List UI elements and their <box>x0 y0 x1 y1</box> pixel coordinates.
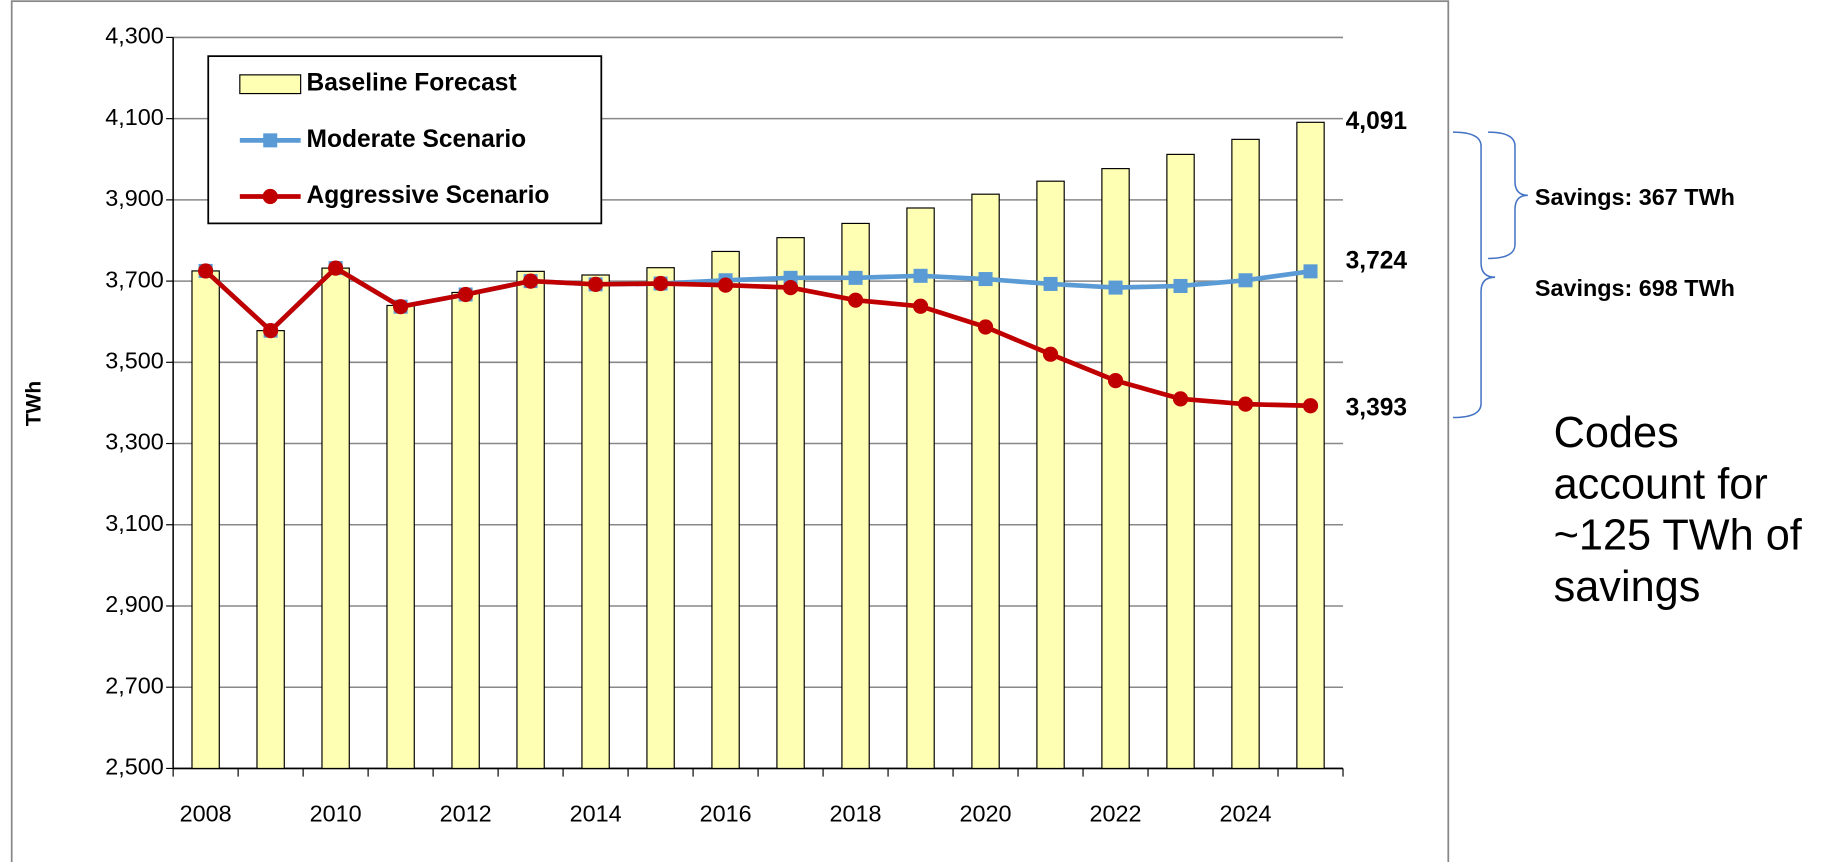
x-tick-label: 2022 <box>1090 800 1142 826</box>
marker <box>1108 280 1123 295</box>
legend-label: Aggressive Scenario <box>307 182 550 209</box>
bar <box>256 330 285 770</box>
x-tick-label: 2016 <box>700 800 752 826</box>
x-tick-label: 2010 <box>310 800 362 826</box>
bar <box>386 304 415 770</box>
marker <box>912 298 929 314</box>
bar <box>1296 121 1325 770</box>
bar <box>906 207 935 770</box>
value-label: 3,724 <box>1346 247 1408 274</box>
y-tick-label: 2,500 <box>105 754 164 780</box>
bar <box>1036 180 1065 770</box>
bar <box>1166 153 1195 770</box>
marker <box>198 263 214 279</box>
legend-marker <box>263 133 278 148</box>
marker <box>848 270 863 285</box>
marker <box>717 277 734 293</box>
annotation: Savings: 367 TWh <box>1535 184 1735 210</box>
x-tick-label: 2012 <box>440 800 492 826</box>
y-tick-label: 2,900 <box>105 591 164 617</box>
bar <box>1101 168 1130 770</box>
marker <box>1172 391 1189 407</box>
legend-marker <box>262 188 278 205</box>
x-tick-label: 2020 <box>960 800 1012 826</box>
y-tick-label: 4,300 <box>105 23 164 49</box>
x-tick-label: 2008 <box>180 800 232 826</box>
y-tick-label: 2,700 <box>105 672 164 698</box>
bar <box>971 193 1000 770</box>
bar <box>841 222 870 770</box>
bar <box>1231 138 1260 770</box>
y-tick-label: 3,700 <box>105 266 164 292</box>
marker <box>1302 398 1319 414</box>
value-label: 3,393 <box>1346 395 1407 422</box>
marker <box>1173 278 1188 293</box>
legend-label: Baseline Forecast <box>307 70 517 97</box>
y-axis-label: TWh <box>23 381 46 427</box>
bar <box>321 267 350 770</box>
bar <box>451 291 480 770</box>
y-tick-label: 3,500 <box>105 347 164 373</box>
marker <box>1237 396 1254 412</box>
marker <box>652 275 669 292</box>
value-label: 4,091 <box>1346 108 1407 135</box>
legend-label: Moderate Scenario <box>307 126 527 153</box>
bar <box>776 237 805 770</box>
legend-swatch <box>239 74 302 95</box>
annotation: Codes account for ~125 TWh of savings <box>1553 408 1802 611</box>
y-tick-label: 3,100 <box>105 510 164 536</box>
y-tick-label: 3,300 <box>105 429 164 455</box>
marker <box>587 276 604 292</box>
marker <box>847 292 864 308</box>
line <box>204 265 1311 409</box>
marker <box>913 268 928 283</box>
brace <box>1452 131 1496 419</box>
bar <box>581 274 610 770</box>
bar <box>516 270 545 770</box>
annotation: Savings: 698 TWh <box>1535 275 1735 301</box>
x-tick-label: 2014 <box>570 800 622 826</box>
brace <box>1488 131 1528 260</box>
bar <box>191 270 220 770</box>
bar <box>711 250 740 770</box>
marker <box>458 286 474 303</box>
marker <box>522 273 539 289</box>
marker <box>1238 273 1253 288</box>
annotation-box: Codes account for ~125 TWh of savings <box>1553 408 1802 611</box>
marker <box>328 260 344 276</box>
marker <box>263 323 279 339</box>
plot: 2,500 2,700 2,900 3,100 3,300 3,500 3,700 3,900… <box>105 23 1407 827</box>
marker <box>977 319 994 335</box>
line <box>204 265 1311 334</box>
marker <box>393 299 409 315</box>
marker <box>1043 276 1058 291</box>
marker <box>1303 264 1318 279</box>
y-tick-label: 3,900 <box>105 185 164 211</box>
x-tick-label: 2024 <box>1220 800 1272 826</box>
marker <box>1042 346 1059 362</box>
y-tick-label: 4,100 <box>105 104 164 130</box>
marker <box>1107 372 1124 389</box>
marker <box>978 272 993 287</box>
x-tick-label: 2018 <box>830 800 882 826</box>
marker <box>782 279 799 296</box>
bar <box>646 267 675 770</box>
